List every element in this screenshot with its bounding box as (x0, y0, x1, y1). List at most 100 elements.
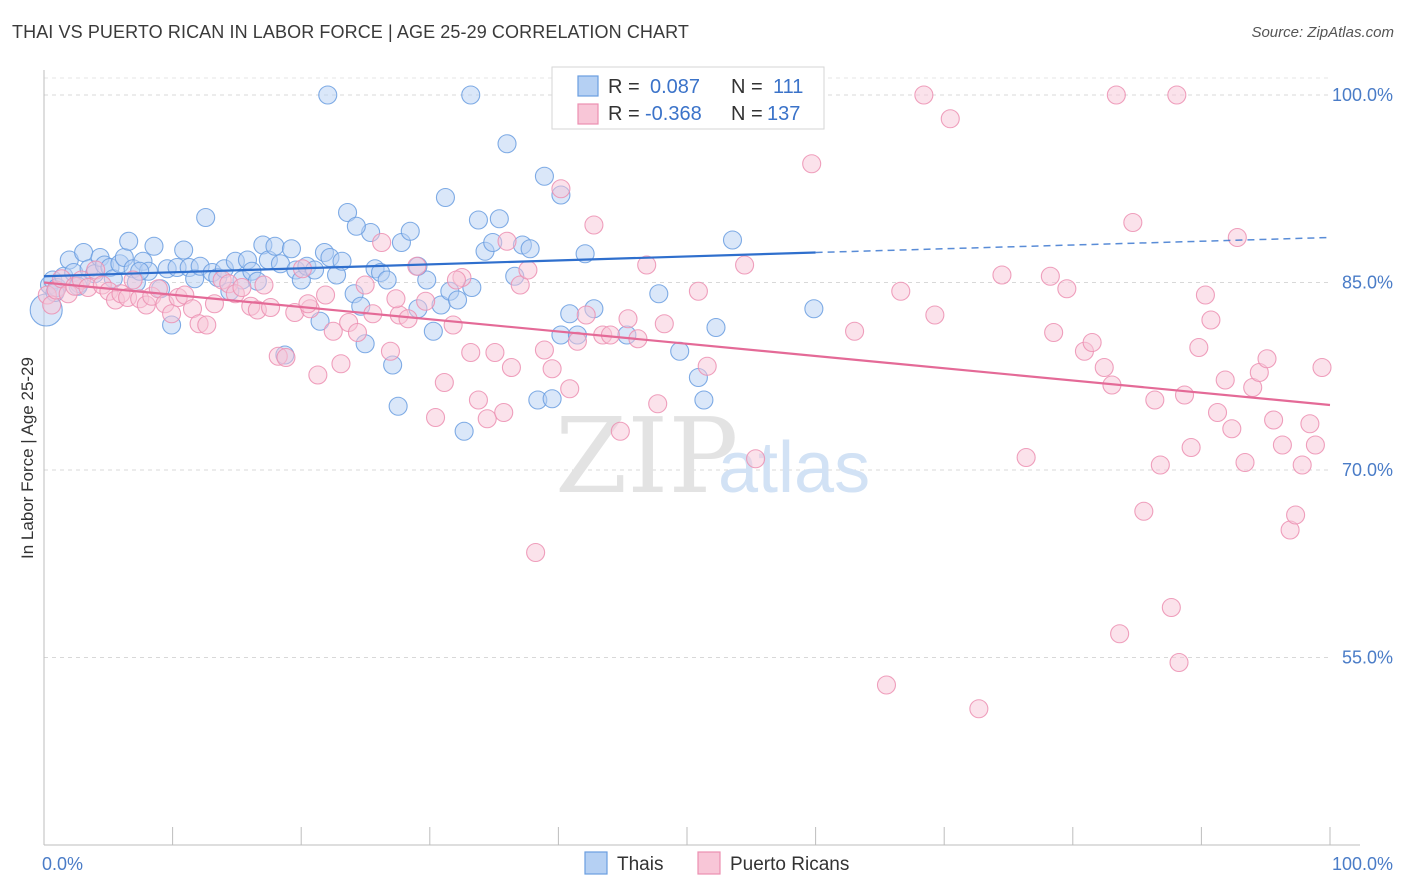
puerto-rican-point-127 (1305, 435, 1325, 455)
puerto-rican-point-52 (407, 256, 427, 276)
puerto-rican-point-68 (542, 359, 562, 379)
puerto-rican-point-88 (891, 281, 911, 301)
thai-point-79 (489, 209, 509, 229)
puerto-rican-point-89 (925, 305, 945, 325)
puerto-rican-point-65 (518, 260, 538, 280)
puerto-rican-point-99 (1094, 357, 1114, 378)
thai-point-97 (706, 317, 726, 338)
puerto-rican-point-122 (1272, 435, 1292, 455)
thais-n-label: N = (731, 76, 763, 98)
puerto-rican-point-64 (510, 275, 530, 295)
thai-point-93 (649, 284, 669, 304)
y-axis-label: In Labor Force | Age 25-29 (18, 357, 37, 559)
puerto-rican-point-30 (232, 277, 252, 298)
puerto-ricans-swatch (577, 103, 599, 125)
puerto-rican-point-59 (468, 390, 488, 410)
thai-point-43 (265, 236, 285, 256)
puerto-rican-point-129 (1106, 85, 1126, 105)
puerto-rican-point-81 (688, 281, 708, 301)
puerto-rican-point-36 (276, 347, 296, 368)
y-tick-label-3: 55.0% (1342, 648, 1393, 668)
puerto-rican-point-133 (386, 289, 406, 309)
x-tick-label-1: 100.0% (1332, 854, 1393, 874)
puerto-rican-point-125 (1292, 455, 1312, 475)
thais-swatch (577, 75, 599, 97)
x-tick-labels: 0.0% 100.0% (42, 854, 1393, 874)
thai-point-27 (174, 240, 194, 260)
thai-point-94 (670, 341, 690, 361)
puerto-rican-point-87 (876, 675, 897, 695)
puerto-rican-point-20 (162, 304, 182, 324)
series-legend: Thais Puerto Ricans (584, 851, 849, 875)
puerto-rican-point-103 (1134, 501, 1154, 521)
puerto-rican-point-63 (501, 357, 521, 378)
puerto-rican-point-134 (497, 231, 517, 251)
thai-point-51 (310, 311, 330, 331)
puerto-rican-point-55 (434, 372, 454, 393)
puerto-rican-point-72 (576, 305, 596, 325)
puerto-rican-point-101 (1110, 624, 1130, 644)
thai-point-56 (338, 202, 358, 223)
puerto-rican-point-77 (618, 309, 638, 329)
puerto-rican-point-54 (425, 407, 446, 428)
thai-point-70 (423, 321, 443, 341)
thai-point-99 (804, 299, 824, 319)
puerto-rican-point-93 (1016, 447, 1036, 468)
puerto-rican-point-66 (526, 542, 546, 563)
puerto-rican-point-48 (372, 232, 392, 253)
puerto-rican-point-67 (534, 340, 554, 360)
puerto-rican-point-53 (416, 291, 436, 311)
puerto-rican-point-83 (735, 255, 755, 275)
puerto-rican-point-91 (969, 699, 989, 719)
y-tick-labels: 100.0% 85.0% 70.0% 55.0% (1332, 85, 1393, 668)
puerto-rican-point-25 (197, 315, 217, 335)
puerto-rican-point-61 (485, 342, 505, 363)
puerto-rican-point-117 (1235, 452, 1255, 473)
puerto-rican-point-124 (1286, 505, 1306, 525)
thai-point-55 (332, 251, 352, 271)
thai-point-85 (534, 166, 554, 186)
thai-point-105 (435, 187, 455, 208)
thai-point-80 (497, 134, 517, 154)
thai-point-65 (388, 396, 408, 416)
puerto-rican-point-33 (254, 275, 274, 295)
puerto-rican-point-102 (1123, 212, 1143, 233)
puerto-rican-point-132 (446, 270, 466, 290)
thai-point-63 (377, 270, 397, 290)
stats-legend: R = 0.087 N = 111 R = -0.368 N = 137 (551, 66, 825, 130)
puerto-rican-point-113 (1207, 402, 1228, 423)
puerto-rican-point-111 (1195, 285, 1215, 305)
puerto-rican-point-116 (1227, 227, 1247, 248)
scatter-points (29, 85, 1332, 719)
thai-point-98 (722, 230, 743, 250)
puerto-rican-point-95 (1044, 322, 1064, 343)
puerto-rican-point-114 (1215, 370, 1235, 390)
puerto-rican-point-70 (560, 379, 580, 399)
puerto-rican-point-96 (1057, 279, 1077, 299)
thai-trend-line (43, 251, 816, 278)
puerto-rican-point-62 (494, 402, 514, 423)
puerto-rican-point-98 (1082, 332, 1102, 353)
thai-point-17 (119, 231, 139, 251)
puerto-rican-point-49 (380, 341, 400, 361)
puerto-rican-point-80 (654, 314, 674, 334)
thai-point-76 (468, 210, 488, 230)
thai-point-22 (144, 236, 164, 256)
puerto-rican-point-112 (1201, 310, 1221, 330)
puerto-rican-point-136 (298, 294, 318, 314)
puerto-rican-point-115 (1222, 419, 1242, 439)
legend-thais-label: Thais (617, 854, 663, 875)
puerto-rican-point-94 (1040, 266, 1060, 286)
puerto-rican-point-34 (261, 297, 281, 318)
puerto-rican-point-40 (308, 365, 328, 385)
puerto-rican-point-14 (123, 270, 143, 290)
thais-r-value: 0.087 (650, 76, 700, 98)
puerto-rican-point-58 (461, 342, 481, 363)
puerto-rican-point-41 (316, 285, 336, 305)
pr-n-label: N = (731, 103, 763, 125)
thai-point-73 (447, 290, 468, 310)
gridlines (44, 77, 1330, 658)
watermark-zip: ZIP (555, 395, 738, 517)
thai-point-90 (575, 244, 595, 264)
